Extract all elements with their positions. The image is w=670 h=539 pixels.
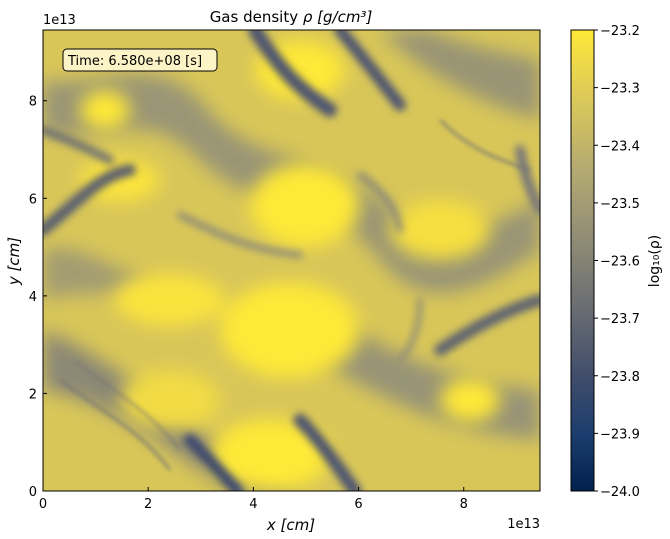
colorbar-tick-label: −23.2	[600, 24, 640, 39]
colorbar-tick-label: −23.3	[600, 82, 640, 97]
colorbar-tick-label: −23.4	[600, 139, 640, 154]
x-tick-label: 2	[144, 497, 152, 512]
y-tick-label: 0	[29, 485, 37, 500]
x-tick-label: 4	[249, 497, 257, 512]
x-offset-label: 1e13	[507, 517, 540, 532]
y-tick-label: 8	[29, 95, 37, 110]
colorbar-tick-label: −23.5	[600, 197, 640, 212]
y-axis-ticks: 0 2 4 6 8	[29, 95, 47, 500]
colorbar-gradient	[570, 29, 595, 492]
colorbar-ticks: −23.2 −23.3 −23.4 −23.5 −23.6 −23.7 −23.8 −23.9…	[594, 24, 640, 500]
x-tick-label: 0	[39, 497, 47, 512]
y-tick-label: 6	[29, 192, 37, 207]
x-tick-label: 8	[460, 497, 468, 512]
colorbar-tick-label: −23.9	[600, 427, 640, 442]
y-tick-label: 4	[29, 290, 37, 305]
time-annotation: Time: 6.580e+08 [s]	[62, 48, 218, 72]
x-axis-label: x [cm]	[266, 516, 315, 534]
time-annotation-text: Time: 6.580e+08 [s]	[67, 54, 202, 69]
chart-title-text: Gas density	[210, 8, 303, 26]
chart-title-math: ρ [g/cm³]	[303, 8, 373, 26]
x-tick-label: 6	[354, 497, 362, 512]
plot-frame	[42, 29, 541, 492]
x-axis-ticks: 0 2 4 6 8	[39, 487, 468, 512]
y-offset-label: 1e13	[43, 13, 76, 28]
colorbar-tick-label: −23.8	[600, 370, 640, 385]
y-tick-label: 2	[29, 387, 37, 402]
density-heatmap	[43, 30, 540, 491]
colorbar-label: log₁₀(ρ)	[647, 235, 663, 287]
colorbar-tick-label: −23.7	[600, 312, 640, 327]
y-axis-label: y [cm]	[5, 237, 23, 286]
chart-title: Gas density ρ [g/cm³]	[210, 8, 373, 26]
colorbar-tick-label: −23.6	[600, 255, 640, 270]
colorbar-tick-label: −24.0	[600, 485, 640, 500]
colorbar: −23.2 −23.3 −23.4 −23.5 −23.6 −23.7 −23.8 −23.9…	[570, 24, 663, 500]
